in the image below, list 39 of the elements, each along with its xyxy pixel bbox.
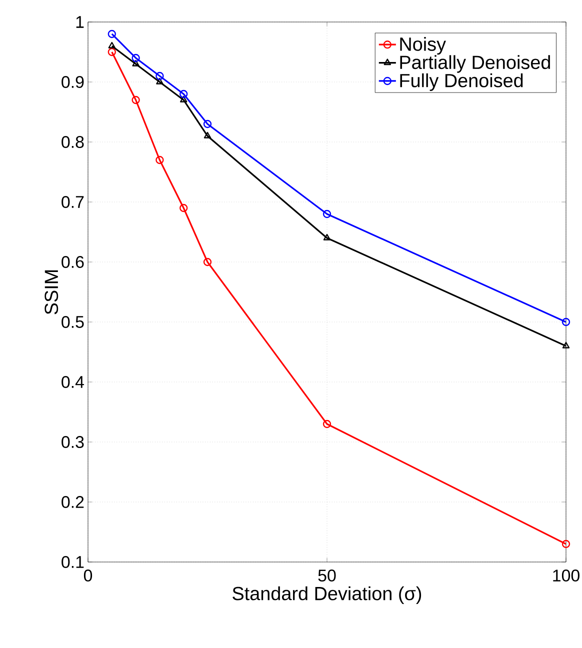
point [203, 258, 212, 266]
point [323, 234, 331, 240]
y-tick-label: 0.5 [62, 316, 84, 328]
y-tick-label: 0.7 [62, 196, 84, 208]
y-tick-label: 0.1 [62, 556, 84, 568]
point [180, 90, 188, 98]
y-tick-label: 1 [76, 16, 84, 28]
point [132, 54, 140, 62]
y-axis-title: SSIM [44, 270, 58, 314]
y-tick-label: 0.8 [62, 136, 84, 148]
point [562, 342, 570, 348]
point [562, 540, 570, 548]
legend-label: Fully Denoised [400, 73, 523, 92]
x-tick-label: 50 [318, 570, 336, 582]
point [156, 72, 164, 80]
point [180, 204, 188, 212]
point [132, 96, 140, 104]
x-tick-label: 0 [84, 570, 92, 582]
y-tick-label: 0.6 [62, 256, 84, 268]
point [180, 96, 188, 102]
point [108, 30, 116, 38]
y-tick-label: 0.4 [62, 376, 84, 388]
point [562, 318, 570, 326]
y-tick-label: 0.2 [62, 496, 84, 508]
point [322, 420, 332, 428]
y-tick-label: 0.3 [62, 436, 84, 448]
point [156, 156, 164, 164]
point [108, 48, 116, 56]
legend-label: Noisy [400, 36, 446, 55]
point [132, 60, 140, 66]
x-axis-title: Standard Deviation (σ) [232, 586, 422, 604]
point [108, 42, 116, 48]
x-tick-label: 100 [553, 570, 580, 582]
legend-label: Partially Denoised [400, 55, 550, 73]
point [322, 210, 332, 218]
point [204, 132, 212, 138]
point [156, 78, 164, 84]
point [203, 120, 212, 128]
y-tick-label: 0.9 [62, 76, 84, 88]
